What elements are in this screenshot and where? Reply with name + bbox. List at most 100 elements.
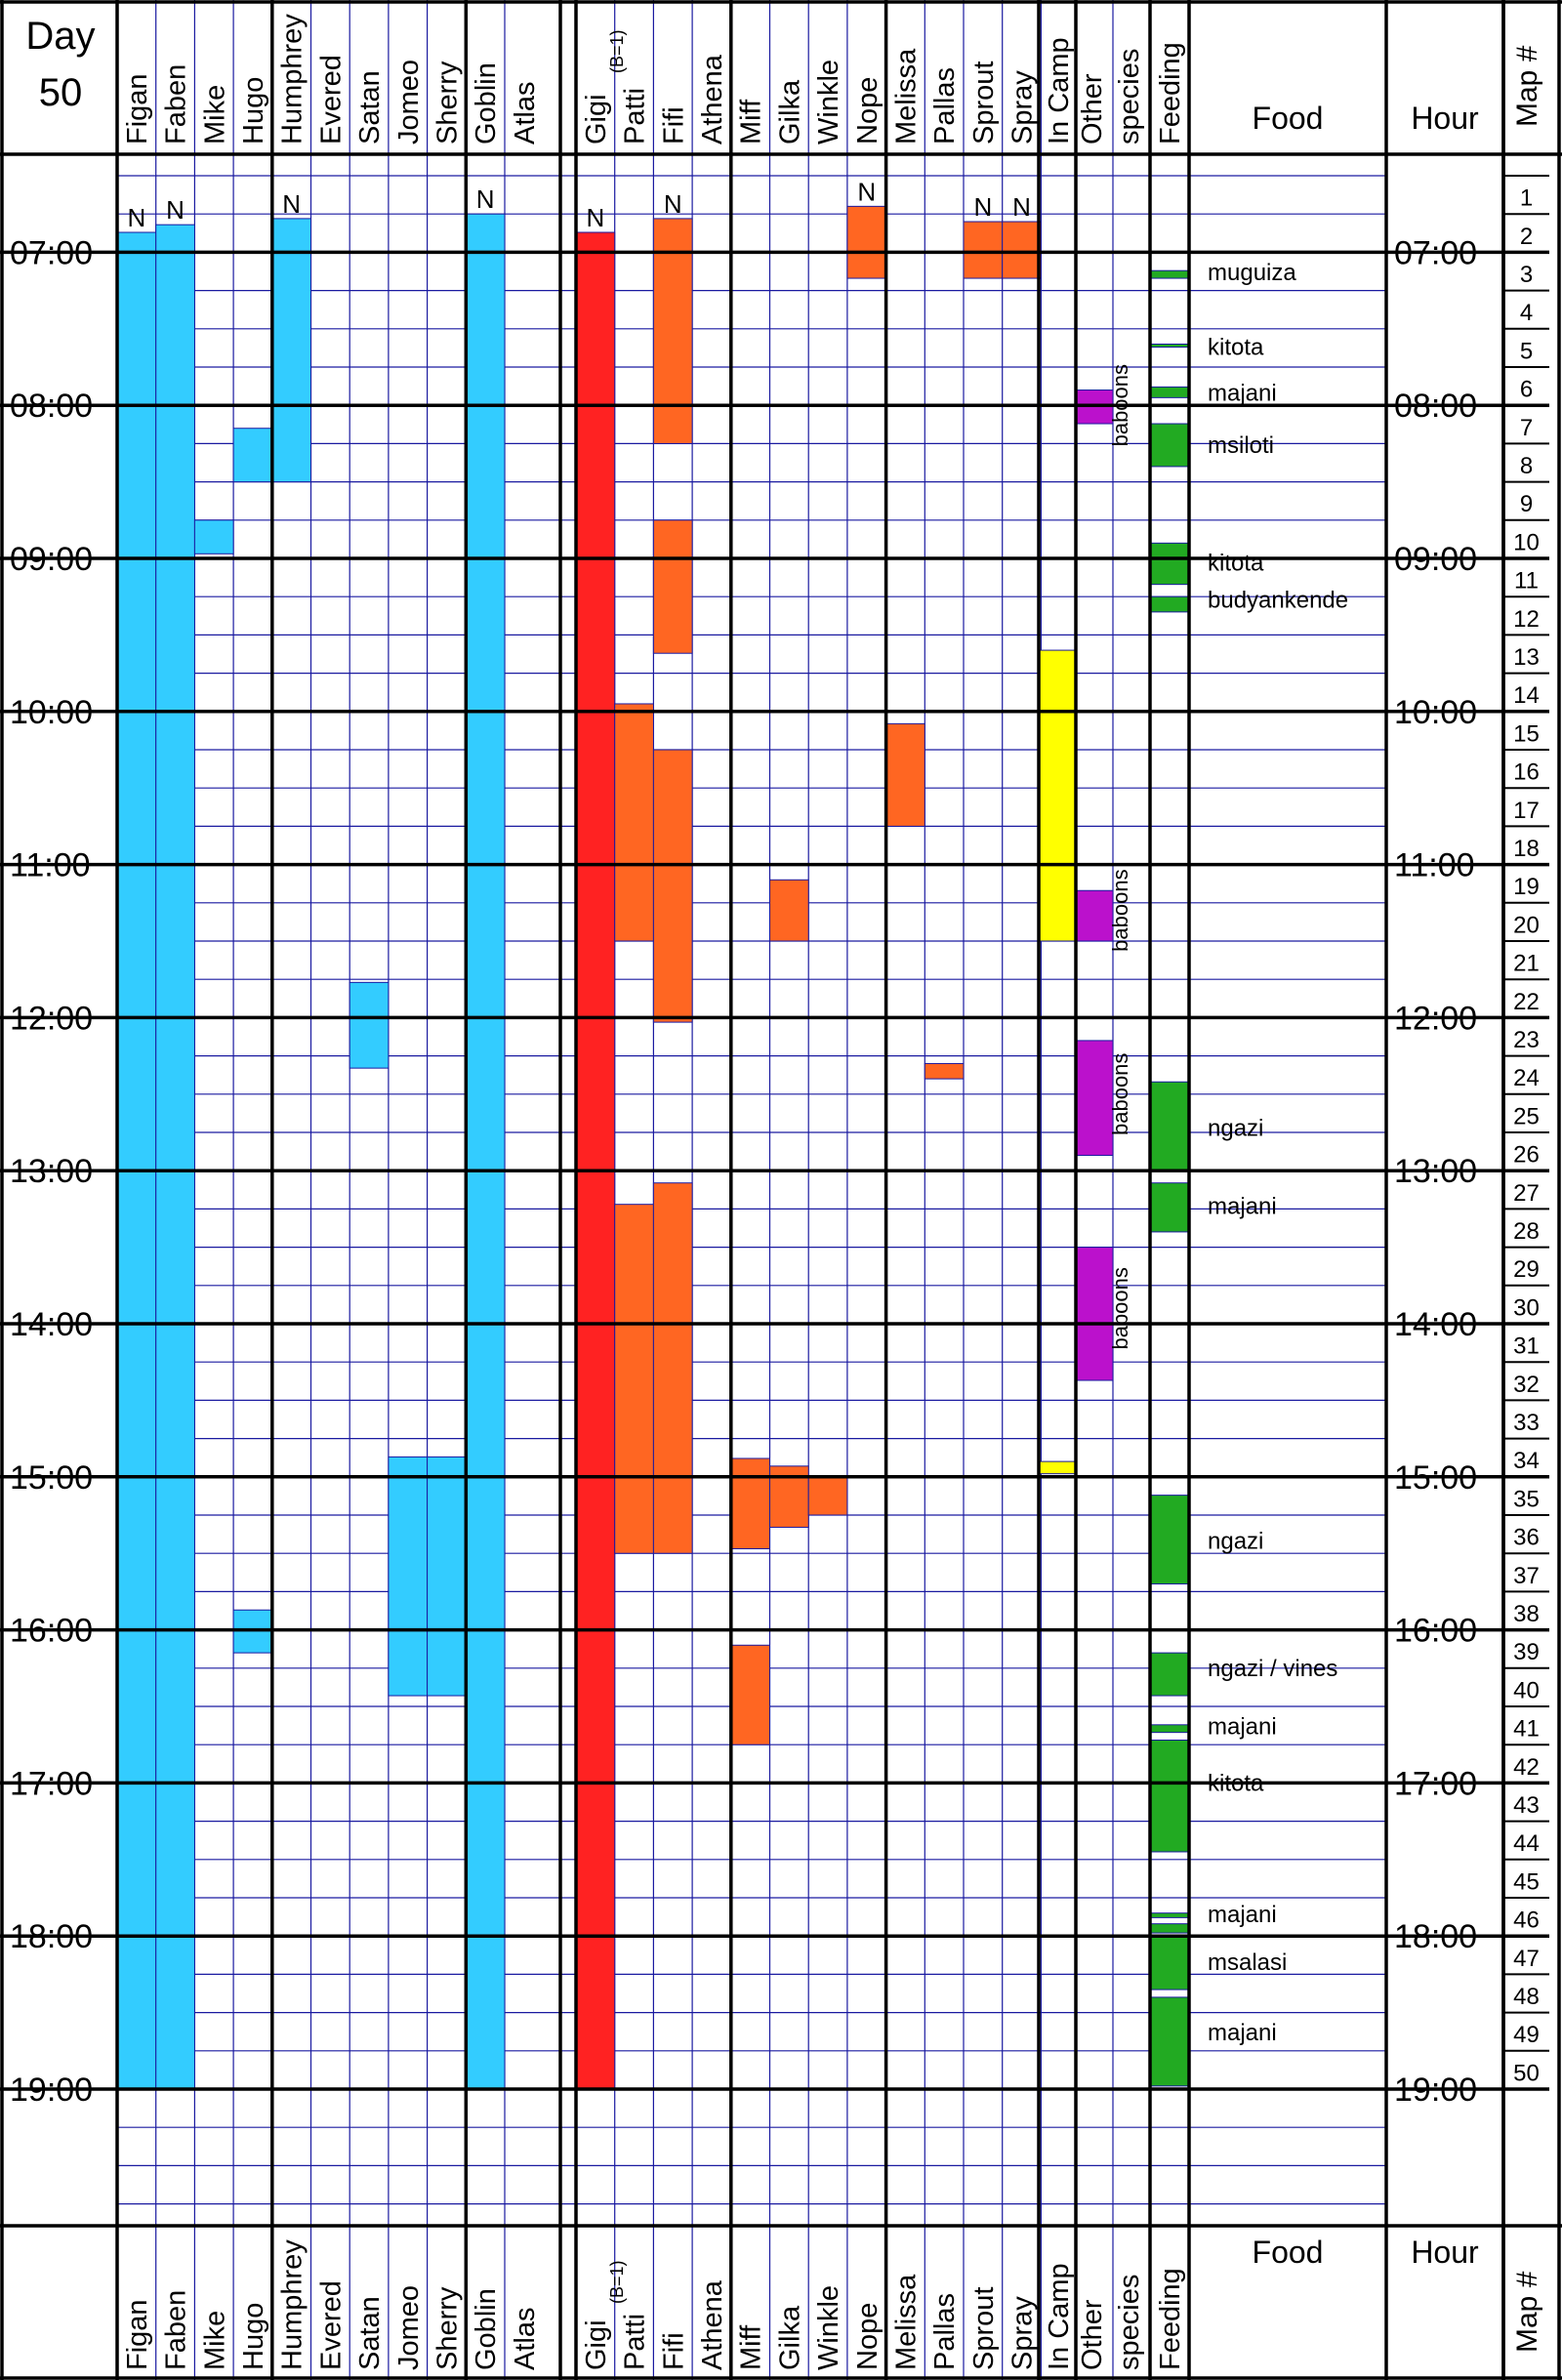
gigi-note: (B=1) [607, 29, 627, 73]
food-label: majani [1208, 381, 1277, 407]
other-species-bar [1075, 889, 1114, 942]
column-footer: Faben [161, 2290, 192, 2370]
hour-label-right: 14:00 [1394, 1306, 1477, 1343]
nest-marker: N [282, 189, 301, 219]
map-number: 37 [1513, 1563, 1540, 1589]
map-number: 36 [1513, 1525, 1540, 1551]
map-header: Map # [1511, 45, 1543, 127]
food-label: ngazi [1208, 1529, 1263, 1555]
column-header: Humphrey [277, 14, 308, 144]
presence-bar-miff [730, 1457, 770, 1549]
other-species-label: baboons [1108, 869, 1132, 951]
column-header: Figan [122, 73, 153, 144]
presence-bar-in-camp [1038, 649, 1076, 942]
map-number: 33 [1513, 1410, 1540, 1436]
presence-bar-sherry [427, 1456, 467, 1697]
hour-label-right: 16:00 [1394, 1613, 1477, 1650]
column-footer: Pallas [929, 2293, 961, 2370]
other-species-bar [1075, 1040, 1114, 1157]
map-number: 23 [1513, 1027, 1540, 1053]
map-number: 41 [1513, 1716, 1540, 1743]
food-label: msalasi [1208, 1949, 1287, 1976]
map-number: 34 [1513, 1448, 1540, 1474]
map-number: 42 [1513, 1754, 1540, 1781]
column-header: Fifi [658, 106, 689, 144]
nest-marker: N [664, 189, 682, 219]
presence-bar-pallas [924, 1062, 965, 1080]
other-species-footer: species [1114, 2275, 1145, 2370]
food-label: majani [1208, 2020, 1277, 2046]
column-header: Patti [620, 88, 651, 144]
food-label: majani [1208, 1713, 1277, 1740]
hour-label-right: 11:00 [1394, 847, 1475, 884]
column-header: Satan [354, 70, 386, 144]
hour-label-left: 11:00 [10, 847, 91, 884]
hour-label-right: 13:00 [1394, 1153, 1477, 1190]
nest-marker: N [857, 177, 876, 206]
nest-marker: N [973, 192, 992, 222]
column-footer: Patti [620, 2314, 651, 2370]
map-number: 28 [1513, 1218, 1540, 1245]
presence-bar-winkle [807, 1476, 848, 1516]
column-footer: Mike [199, 2311, 230, 2370]
column-header: Evered [315, 55, 347, 144]
map-number: 27 [1513, 1180, 1540, 1207]
column-header: Goblin [471, 62, 502, 144]
feeding-bar [1150, 423, 1189, 468]
map-number: 21 [1513, 951, 1540, 977]
feeding-bar [1150, 1739, 1189, 1853]
presence-bar-jomeo [388, 1456, 429, 1697]
presence-bar-sprout [963, 221, 1004, 279]
gigi-note-footer: (B=1) [607, 2260, 627, 2304]
presence-bar-gilka [769, 879, 809, 942]
food-label: kitota [1208, 335, 1264, 361]
column-header: Atlas [510, 82, 541, 144]
column-header: Melissa [890, 48, 922, 144]
feeding-bar [1150, 1996, 1189, 2087]
column-header: In Camp [1044, 37, 1075, 144]
hour-label-left: 15:00 [10, 1459, 93, 1497]
map-number: 5 [1520, 338, 1533, 364]
map-number: 3 [1520, 262, 1533, 288]
map-number: 50 [1513, 2060, 1540, 2086]
column-footer: Hugo [238, 2303, 269, 2370]
presence-bar-mike [193, 519, 234, 554]
hour-footer: Hour [1411, 2235, 1479, 2270]
column-header: Spray [1007, 70, 1039, 144]
feeding-bar [1150, 343, 1189, 349]
hour-label-right: 18:00 [1394, 1918, 1477, 1955]
map-number: 1 [1520, 185, 1533, 212]
column-footer: Sherry [432, 2286, 463, 2370]
hour-label-left: 07:00 [10, 234, 93, 271]
column-footer: Nope [852, 2303, 884, 2370]
map-number: 16 [1513, 759, 1540, 786]
hour-label-right: 17:00 [1394, 1765, 1477, 1802]
food-label: ngazi [1208, 1115, 1263, 1141]
other-species-label: baboons [1108, 1267, 1132, 1349]
column-header: Jomeo [393, 60, 425, 144]
map-number: 31 [1513, 1334, 1540, 1360]
hour-label-left: 12:00 [10, 1000, 93, 1037]
map-number: 29 [1513, 1256, 1540, 1283]
column-header: Mike [199, 85, 230, 144]
map-number: 35 [1513, 1486, 1540, 1512]
map-number: 20 [1513, 912, 1540, 938]
food-label: msiloti [1208, 432, 1274, 459]
column-footer: Evered [315, 2280, 347, 2370]
map-number: 13 [1513, 644, 1540, 671]
column-footer: Spray [1007, 2296, 1039, 2370]
column-footer: Fifi [658, 2332, 689, 2370]
map-number: 30 [1513, 1294, 1540, 1321]
hour-label-left: 14:00 [10, 1306, 93, 1343]
feeding-bar [1150, 1724, 1189, 1734]
other-species-bar [1075, 1247, 1114, 1381]
map-number: 22 [1513, 989, 1540, 1015]
map-number: 26 [1513, 1142, 1540, 1169]
feeding-bar [1150, 542, 1189, 586]
food-label: ngazi / vines [1208, 1656, 1337, 1682]
map-number: 40 [1513, 1677, 1540, 1703]
map-number: 10 [1513, 529, 1540, 555]
presence-bar-gigi [575, 231, 616, 2090]
